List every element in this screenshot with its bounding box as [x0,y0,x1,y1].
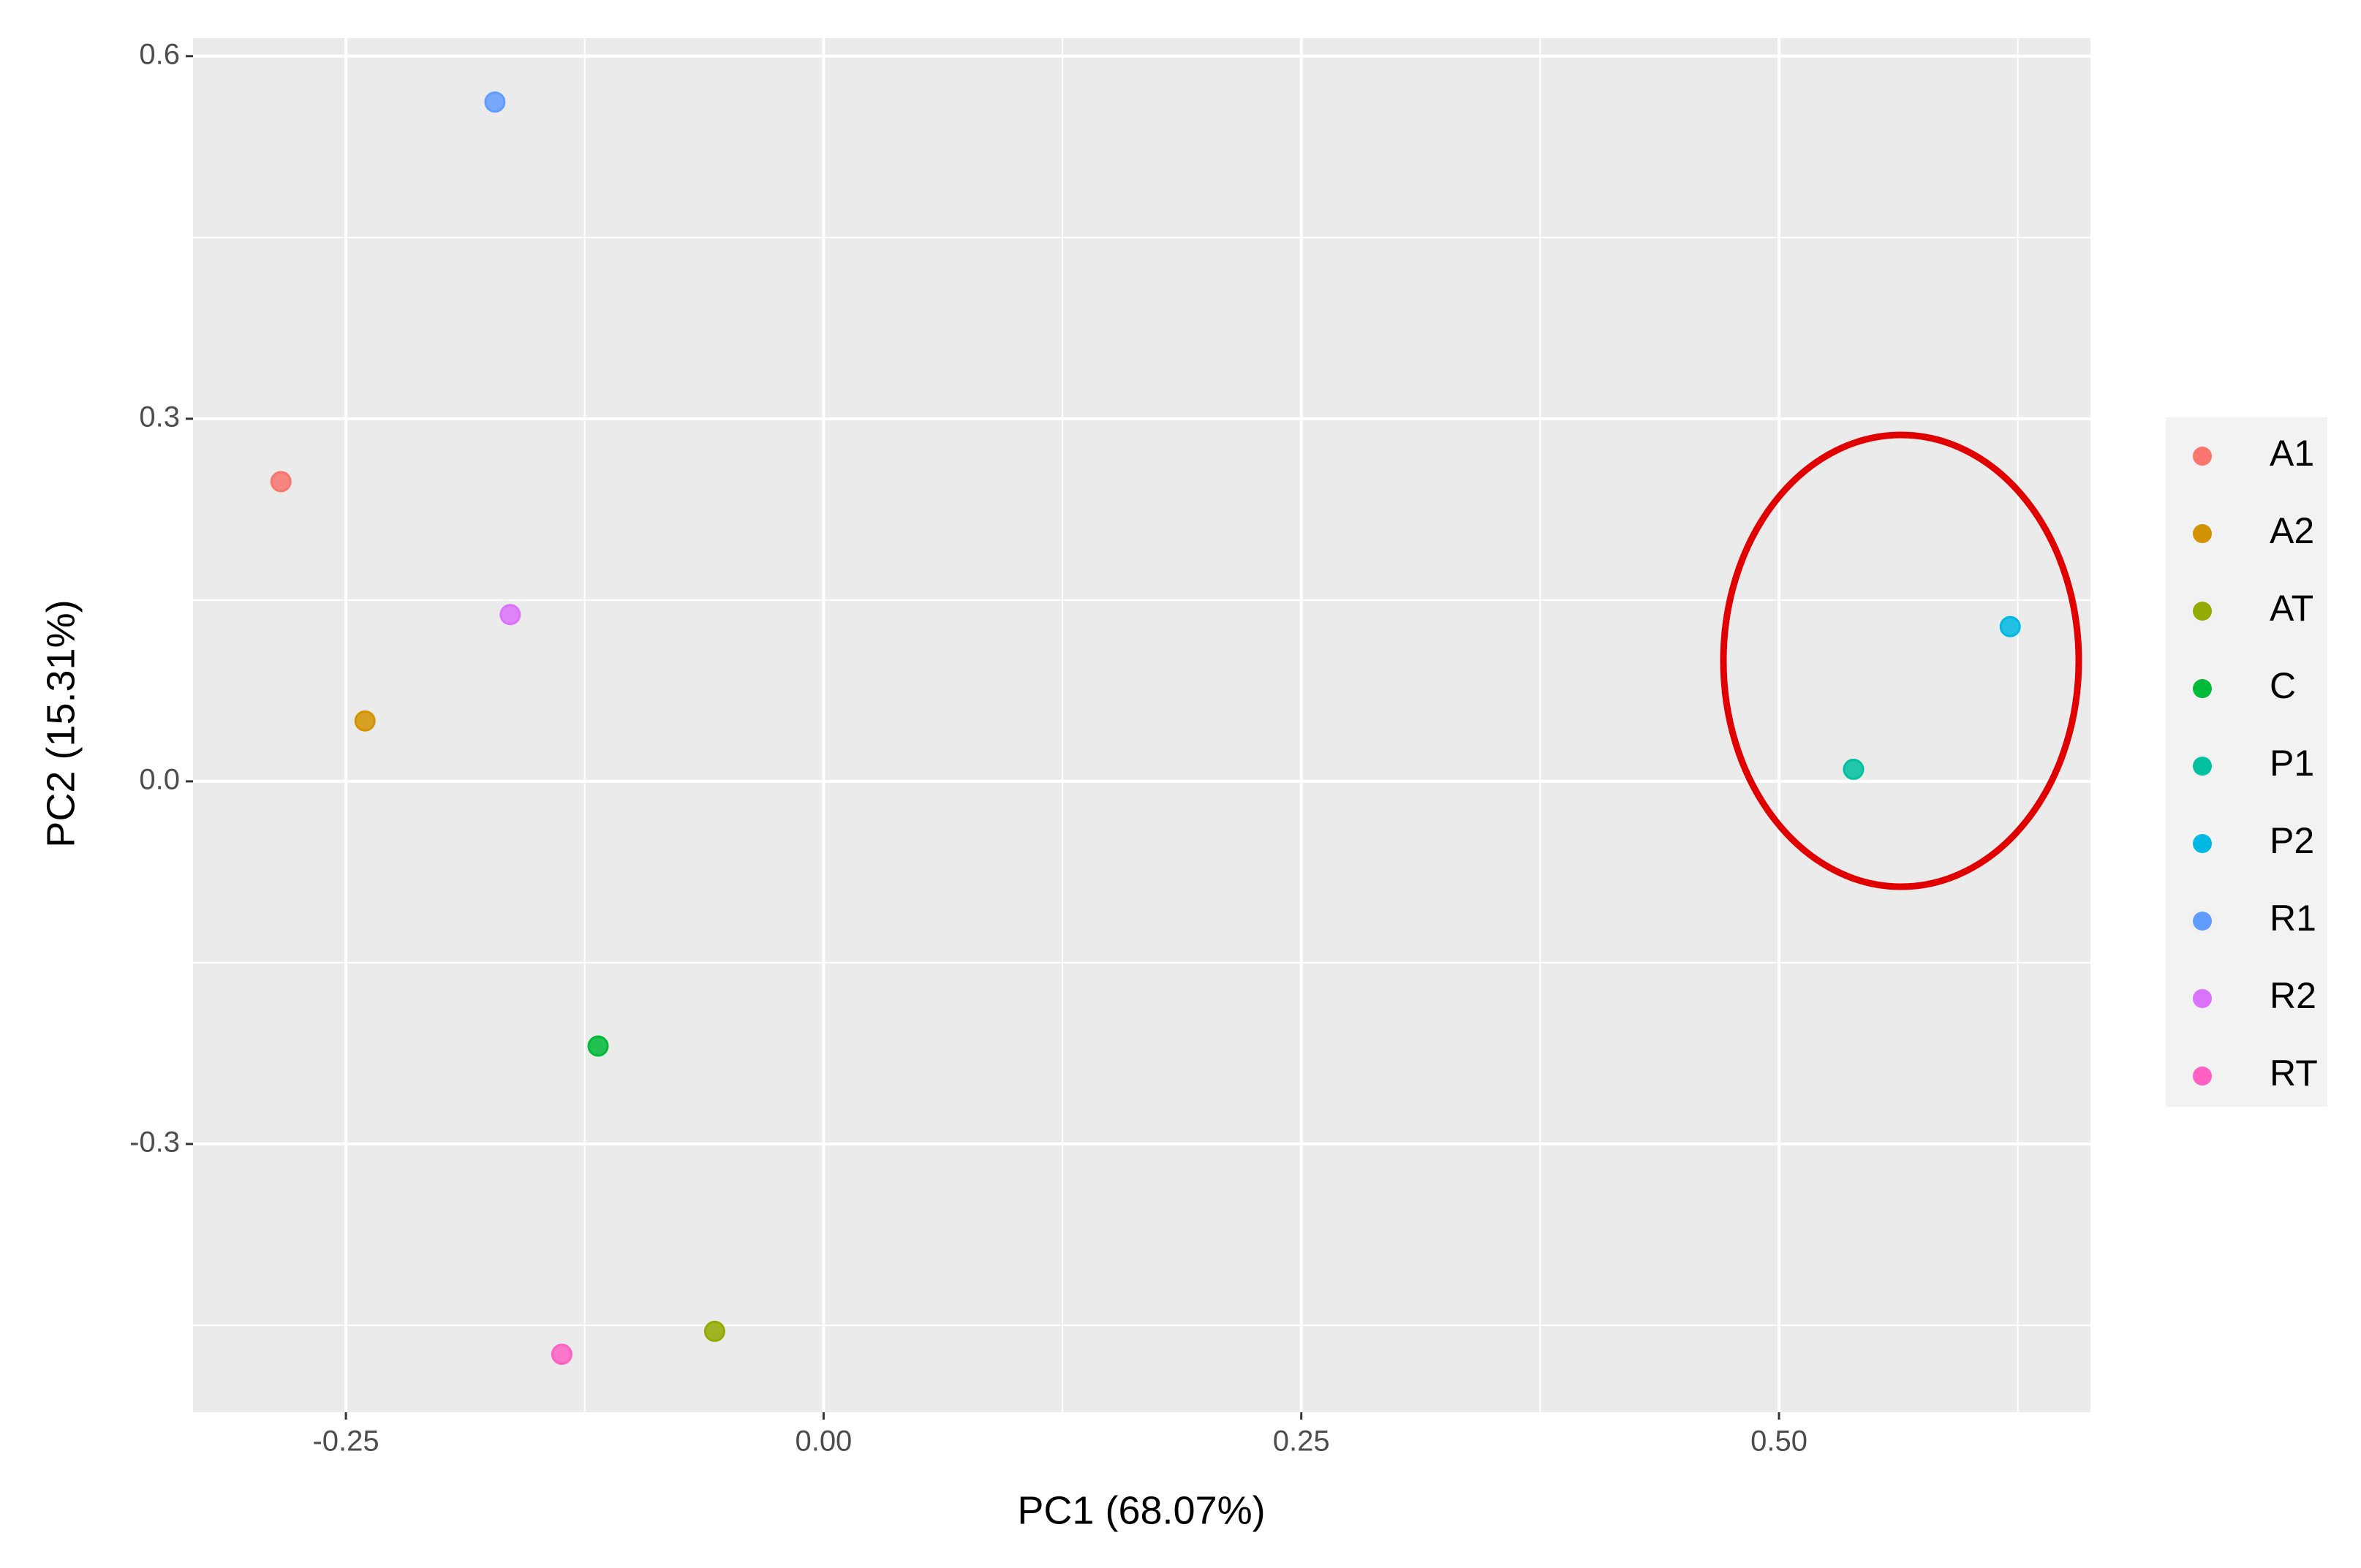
y-axis-title: PC2 (15.31%) [39,599,83,847]
legend-label: RT [2270,1053,2318,1094]
legend-label: A2 [2270,510,2314,551]
x-tick-label: 0.50 [1750,1425,1807,1458]
point [551,1344,573,1366]
legend-box [2166,417,2327,1107]
y-tick-label: -0.3 [129,1126,180,1158]
legend-key [2193,834,2212,853]
legend-key [2193,912,2212,931]
highlight-ellipse [1720,431,2082,890]
x-tick-label: -0.25 [312,1425,379,1458]
plot-panel [193,38,2090,1412]
point [499,604,521,626]
point [270,471,292,493]
legend-label: P2 [2270,820,2314,861]
y-tick-label: 0.6 [139,38,180,70]
x-tick-label: 0.00 [795,1425,852,1458]
legend-key [2193,757,2212,776]
legend-label: A1 [2270,433,2314,474]
point [354,710,376,732]
point [484,91,506,113]
legend-key [2193,989,2212,1008]
legend-key [2193,524,2212,543]
point [703,1320,725,1342]
legend-label: R1 [2270,898,2316,939]
point [1999,616,2021,637]
legend-label: P1 [2270,743,2314,784]
legend-key [2193,447,2212,466]
y-tick-label: 0.0 [139,763,180,795]
x-tick-label: 0.25 [1273,1425,1330,1458]
legend-key [2193,679,2212,698]
legend-key [2193,602,2212,621]
x-axis-title: PC1 (68.07%) [1017,1488,1265,1532]
y-tick-label: 0.3 [139,401,180,433]
point [1843,758,1865,780]
legend-label: R2 [2270,975,2316,1016]
legend-label: C [2270,665,2296,706]
point [587,1035,609,1057]
legend-key [2193,1067,2212,1086]
legend-label: AT [2270,588,2313,629]
